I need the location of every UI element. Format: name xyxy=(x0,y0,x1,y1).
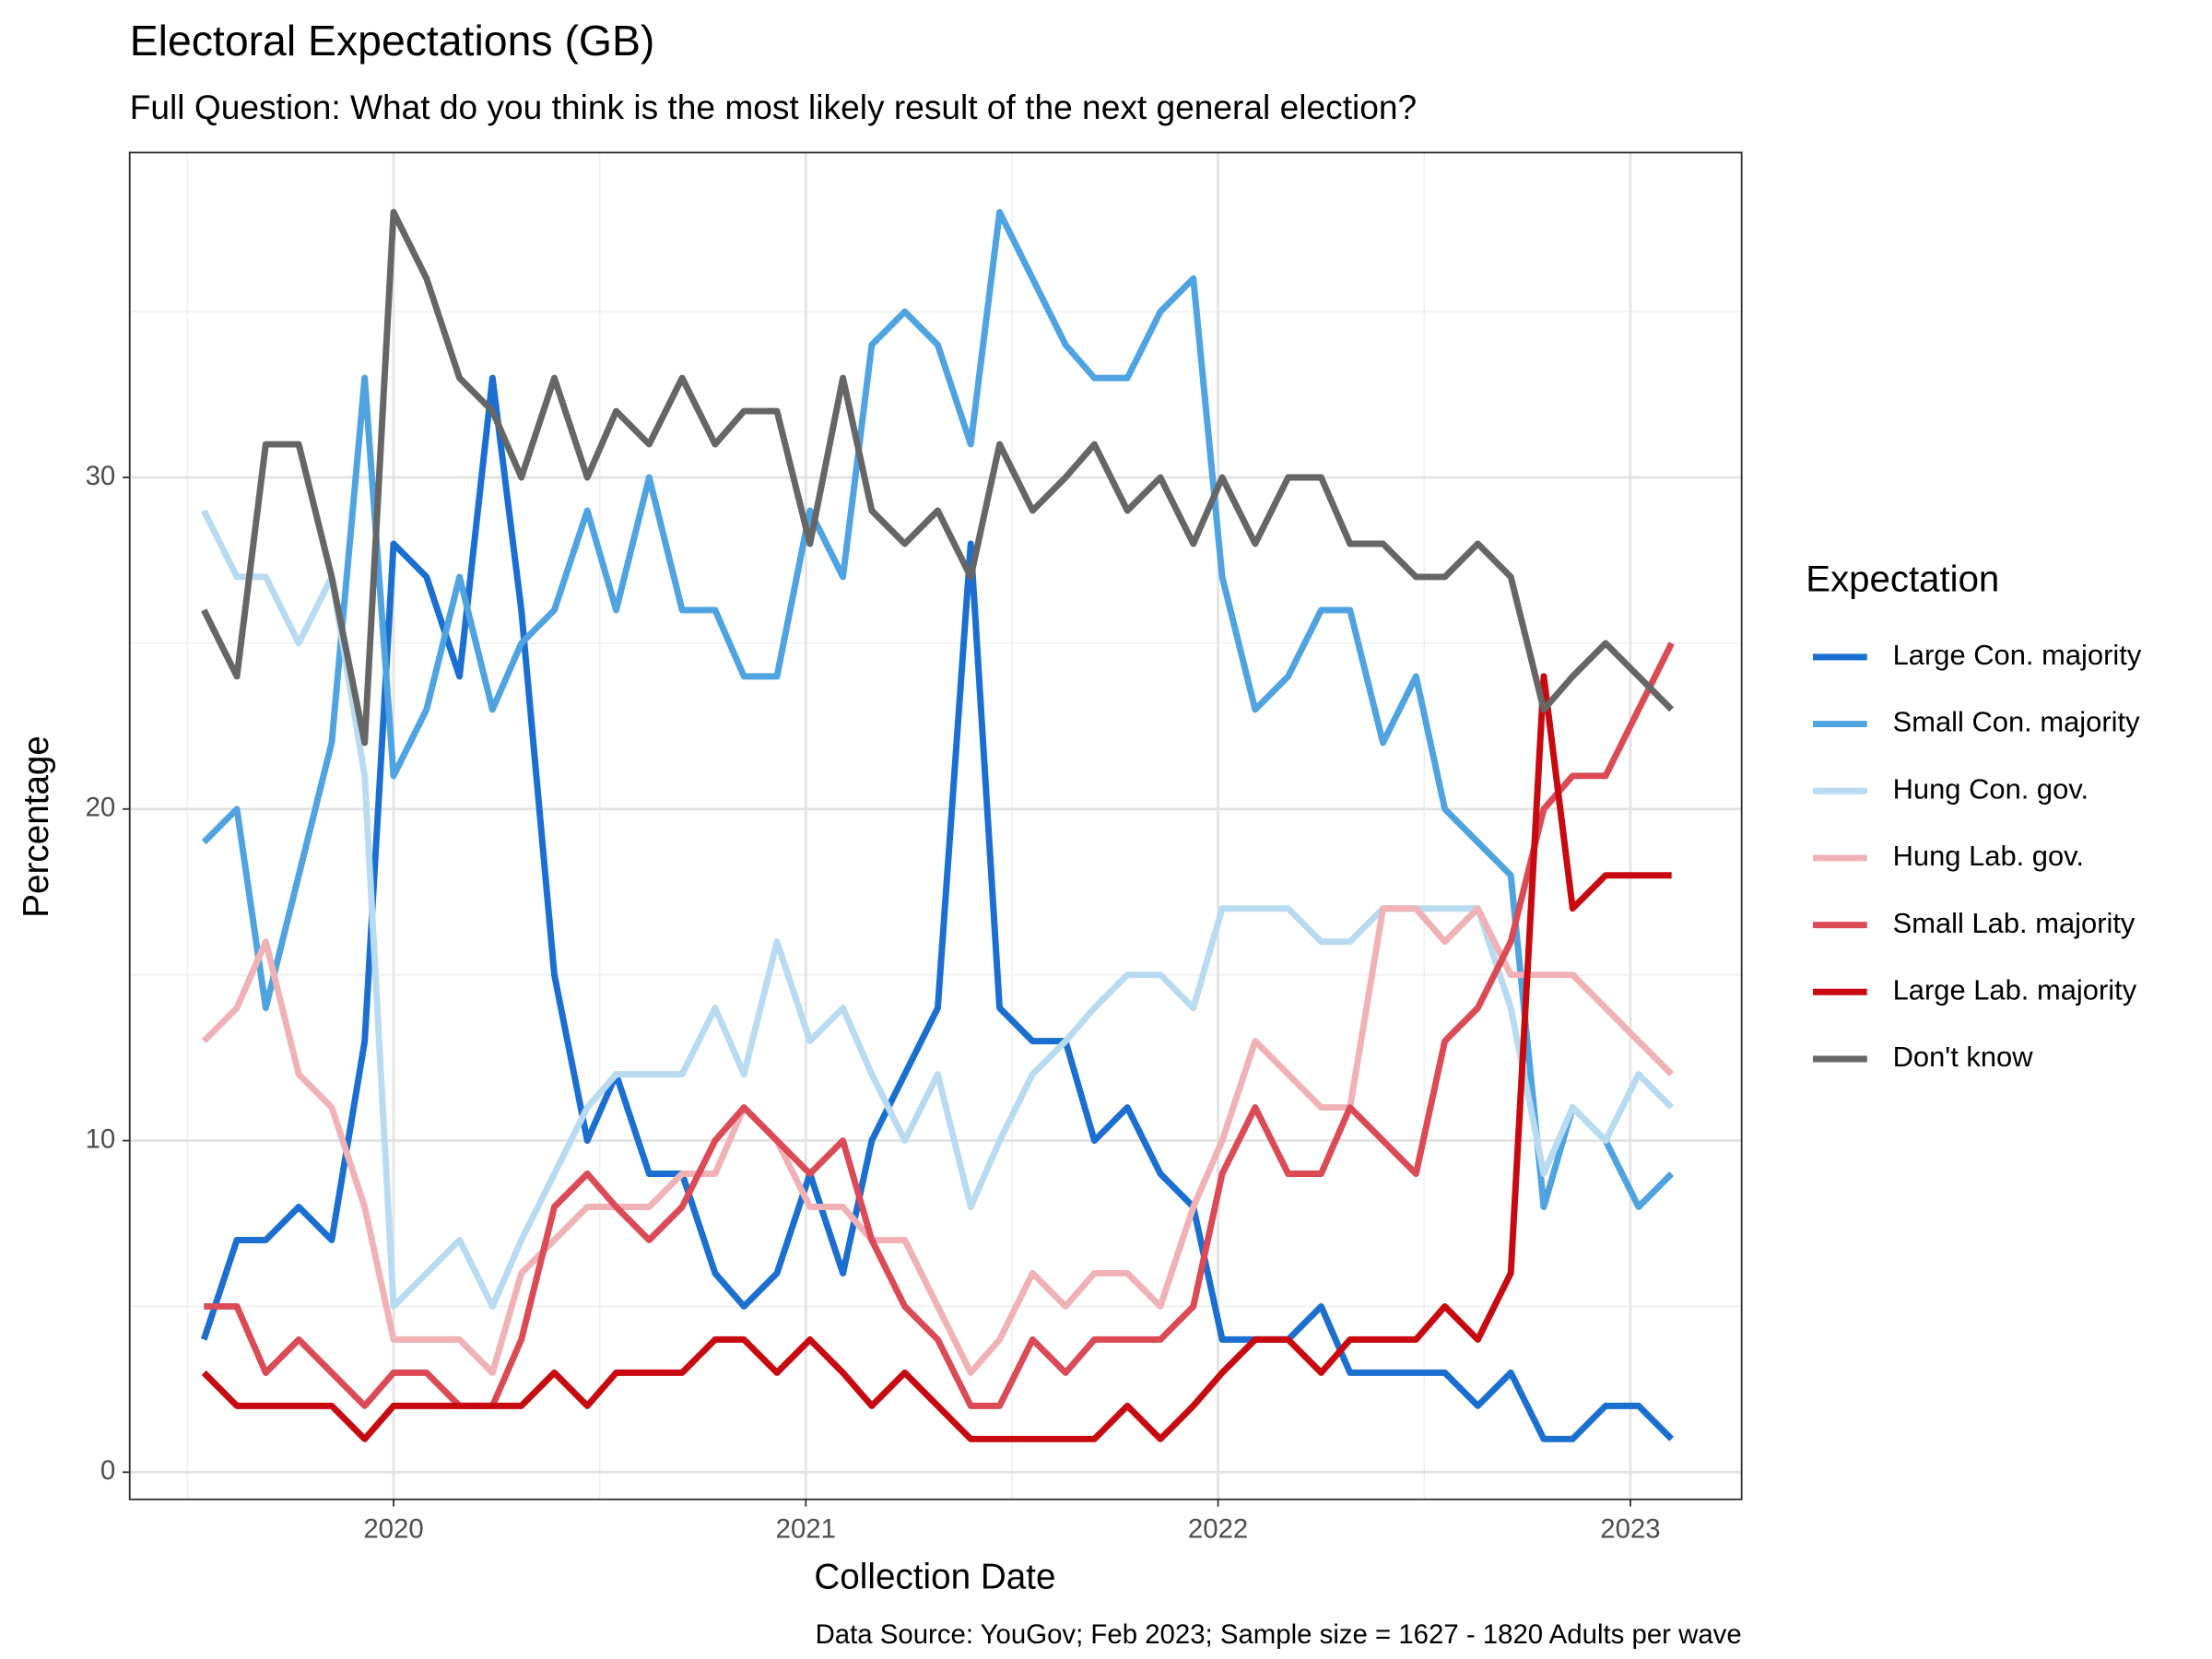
legend-label: Hung Lab. gov. xyxy=(1893,840,2084,872)
series-line xyxy=(201,208,1675,747)
y-tick-label: 0 xyxy=(100,1455,115,1486)
y-axis-label: Percentage xyxy=(17,735,56,918)
legend-title: Expectation xyxy=(1806,559,1999,600)
x-tick-label: 2021 xyxy=(776,1514,836,1545)
legend-label: Small Con. majority xyxy=(1893,706,2140,738)
series-line xyxy=(201,208,1675,1210)
legend-label: Small Lab. majority xyxy=(1893,907,2136,939)
x-axis-label: Collection Date xyxy=(814,1558,1055,1597)
x-tick-label: 2023 xyxy=(1600,1514,1660,1545)
x-tick-label: 2022 xyxy=(1188,1514,1248,1545)
y-tick-label: 30 xyxy=(86,461,116,491)
chart-title: Electoral Expectations (GB) xyxy=(130,17,655,65)
legend-label: Large Lab. majority xyxy=(1893,973,2137,1006)
series-line xyxy=(201,905,1675,1376)
series-line xyxy=(201,673,1672,1442)
legend-label: Hung Con. gov. xyxy=(1893,772,2088,805)
y-tick-label: 20 xyxy=(86,793,116,823)
legend-label: Don't know xyxy=(1893,1041,2034,1073)
y-tick-label: 10 xyxy=(86,1124,116,1154)
series-line xyxy=(200,374,1675,1442)
chart-subtitle: Full Question: What do you think is the … xyxy=(130,88,1417,126)
caption: Data Source: YouGov; Feb 2023; Sample si… xyxy=(816,1619,1742,1650)
x-tick-label: 2020 xyxy=(363,1514,423,1545)
series-line xyxy=(204,641,1675,1409)
legend-label: Large Con. majority xyxy=(1893,639,2142,671)
series-line xyxy=(201,509,1675,1310)
panel-border xyxy=(128,151,1743,1500)
